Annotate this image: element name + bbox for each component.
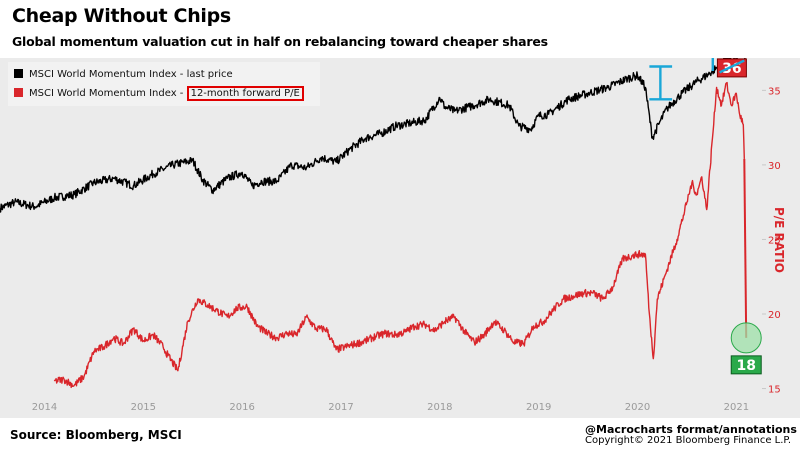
plot-area: 2014 2015 2016 2017 2018 2019 2020 2021 15 20 25 3… bbox=[0, 58, 800, 418]
legend-label-price: MSCI World Momentum Index - last price bbox=[29, 69, 233, 80]
y-axis-right: 15 20 25 30 35 bbox=[762, 86, 781, 396]
label-18: 18 bbox=[736, 358, 755, 374]
y-tick-label-15: 15 bbox=[768, 385, 781, 396]
series-line-pe bbox=[53, 81, 745, 389]
chart-svg: 2014 2015 2016 2017 2018 2019 2020 2021 15 20 25 3… bbox=[0, 58, 781, 413]
y-tick-label-30: 30 bbox=[768, 161, 781, 172]
x-axis: 2014 2015 2016 2017 2018 2019 2020 2021 bbox=[32, 402, 749, 413]
x-tick-label-2020: 2020 bbox=[625, 402, 650, 413]
legend-swatch-price bbox=[14, 69, 23, 78]
x-tick-label-2021: 2021 bbox=[724, 402, 749, 413]
circle-marker-18 bbox=[730, 322, 762, 354]
y-tick-label-25: 25 bbox=[768, 235, 781, 246]
legend-item-price: MSCI World Momentum Index - last price bbox=[14, 67, 233, 83]
source-note: Source: Bloomberg, MSCI bbox=[10, 428, 182, 442]
x-tick-label-2016: 2016 bbox=[229, 402, 254, 413]
chart-title: Cheap Without Chips bbox=[12, 5, 231, 27]
legend: MSCI World Momentum Index - last price M… bbox=[8, 62, 320, 106]
bracket-left bbox=[649, 65, 673, 101]
x-tick-label-2015: 2015 bbox=[131, 402, 156, 413]
bracket-right bbox=[711, 58, 714, 71]
y-tick-label-35: 35 bbox=[768, 86, 781, 97]
legend-item-pe: MSCI World Momentum Index - 12-month for… bbox=[14, 86, 304, 102]
y-tick-label-20: 20 bbox=[768, 310, 781, 321]
y-axis-label: P/E RATIO bbox=[772, 207, 786, 273]
label-box-18 bbox=[730, 355, 762, 375]
legend-label-pe-prefix: MSCI World Momentum Index - bbox=[29, 88, 187, 99]
legend-label-pe-boxed: 12-month forward P/E bbox=[186, 86, 304, 101]
series-line-pe-drop bbox=[743, 158, 748, 338]
x-tick-label-2014: 2014 bbox=[32, 402, 57, 413]
chart-subtitle: Global momentum valuation cut in half on… bbox=[12, 34, 548, 49]
x-tick-label-2017: 2017 bbox=[328, 402, 353, 413]
legend-swatch-pe bbox=[14, 88, 23, 97]
x-tick-label-2018: 2018 bbox=[427, 402, 452, 413]
bracket-rising-line bbox=[719, 59, 745, 74]
credit-note: @Macrocharts format/annotations bbox=[585, 423, 797, 436]
series-lines bbox=[0, 58, 748, 389]
x-tick-label-2019: 2019 bbox=[526, 402, 551, 413]
copyright-note: Copyright© 2021 Bloomberg Finance L.P. bbox=[585, 435, 792, 446]
series-line-price bbox=[0, 58, 746, 213]
